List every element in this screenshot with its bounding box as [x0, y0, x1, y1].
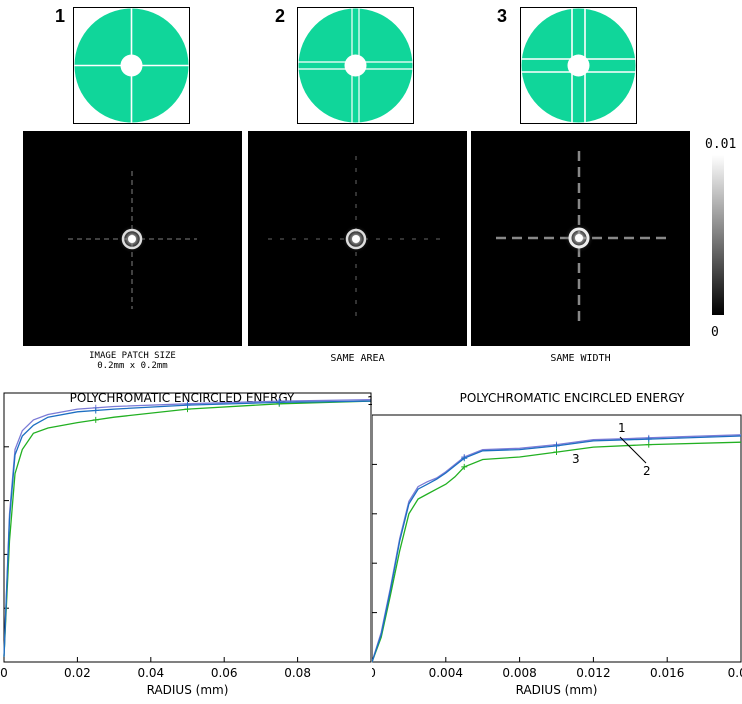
- series-marker-3: [645, 441, 652, 448]
- x-tick-label: 0.04: [137, 666, 164, 680]
- series-line-2: [372, 435, 742, 663]
- series-marker-2: [92, 407, 99, 414]
- series-marker-3: [461, 463, 468, 470]
- x-tick-label: 0.02: [728, 666, 742, 680]
- pupil-label-2: 2: [275, 6, 286, 26]
- curve-annotation-1: 1: [367, 394, 372, 408]
- pupil-label-3: 3: [497, 6, 508, 26]
- x-axis-label: RADIUS (mm): [516, 683, 598, 697]
- encircled-energy-chart-left: POLYCHROMATIC ENCIRCLED ENERGY 0 0.02 0.04 0…: [0, 391, 372, 697]
- psf-image-2: [248, 131, 467, 346]
- colorbar: [712, 155, 724, 315]
- series-marker-3: [553, 449, 560, 456]
- chart-title: POLYCHROMATIC ENCIRCLED ENERGY: [460, 391, 685, 405]
- curve-annotation-3: 3: [572, 452, 580, 466]
- x-tick-label: 0.004: [429, 666, 463, 680]
- x-tick-label: 0.08: [284, 666, 311, 680]
- series-line-1: [372, 434, 742, 663]
- x-axis-label: RADIUS (mm): [147, 683, 229, 697]
- series-marker-2: [184, 402, 191, 409]
- series-line-1: [3, 399, 372, 657]
- x-tick-label: 0.008: [502, 666, 536, 680]
- colorbar-min-label: 0: [711, 325, 719, 340]
- encircled-energy-chart-right: POLYCHROMATIC ENCIRCLED ENERGY 0 0.004 0.00…: [372, 391, 742, 697]
- x-tick-label: 0.012: [576, 666, 610, 680]
- psf-caption-3: SAME WIDTH: [550, 353, 611, 364]
- series-marker-2: [461, 455, 468, 462]
- x-tick-label: 0.06: [211, 666, 238, 680]
- pupil-diagram-3: [520, 7, 637, 124]
- series-marker-2: [276, 399, 283, 406]
- x-tick-label: 0.016: [650, 666, 684, 680]
- pupil-diagram-2: [297, 7, 414, 124]
- plot-frame: [3, 392, 372, 663]
- series-line-3: [372, 441, 742, 663]
- pupil-diagram-1: [73, 7, 190, 124]
- series-marker-3: [92, 416, 99, 423]
- series-line-2: [3, 400, 372, 657]
- series-marker-2: [645, 436, 652, 443]
- psf-caption-1: IMAGE PATCH SIZE 0.2mm x 0.2mm: [89, 351, 176, 371]
- x-tick-label: 0: [372, 666, 376, 680]
- psf-image-3: [471, 131, 690, 346]
- curve-annotation-2: 2: [643, 464, 651, 478]
- series-line-3: [3, 400, 372, 657]
- psf-caption-2: SAME AREA: [330, 353, 385, 364]
- x-tick-label: 0: [0, 666, 8, 680]
- annotation-leader: [619, 436, 647, 464]
- plot-frame: [372, 414, 742, 663]
- colorbar-max-label: 0.01: [705, 137, 737, 152]
- pupil-label-1: 1: [55, 6, 66, 26]
- chart-title: POLYCHROMATIC ENCIRCLED ENERGY: [70, 391, 295, 405]
- x-tick-label: 0.02: [64, 666, 91, 680]
- series-marker-2: [553, 442, 560, 449]
- curve-annotation-1: 1: [618, 421, 626, 435]
- psf-image-1: [23, 131, 242, 346]
